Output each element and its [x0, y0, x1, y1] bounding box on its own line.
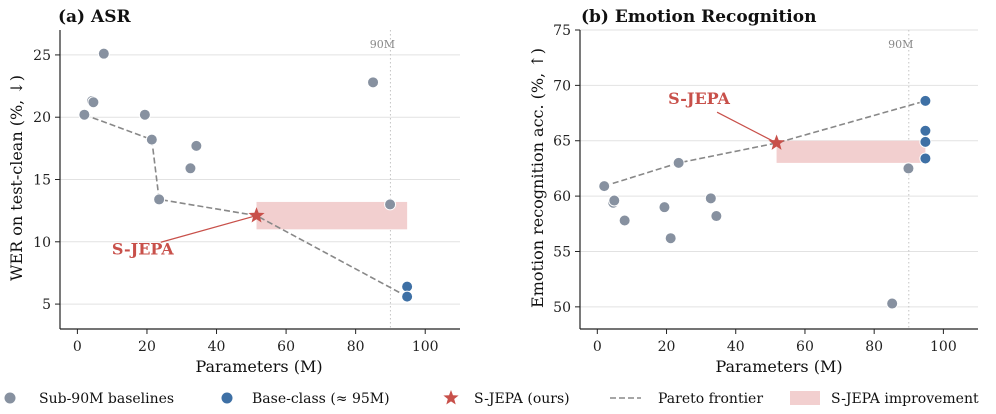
panel-a-baseline-point: [145, 133, 158, 146]
panel-a-annotation-arrow: [160, 215, 257, 243]
panel-a-title: (a) ASR: [58, 7, 131, 27]
panel-a-annotation-label: S-JEPA: [112, 239, 174, 258]
panel-b-x-label: Parameters (M): [715, 357, 842, 376]
panel-a-improvement-band: [256, 201, 408, 230]
panel-b-sjepa-star: [768, 134, 785, 150]
legend: Sub-90M baselines Base-class (≈ 95M) S-J…: [4, 390, 979, 407]
legend-improvement-marker: [790, 391, 820, 405]
panel-asr: (a) ASR WER on test-clean (%, ↓) Paramet…: [7, 7, 460, 376]
legend-sjepa-marker: [443, 390, 459, 405]
panel-b-baseline-point: [664, 232, 677, 245]
panel-a-baseline-point: [138, 108, 151, 121]
panel-a-y-tick-label: 5: [42, 297, 51, 313]
legend-sjepa-label: S-JEPA (ours): [474, 391, 570, 407]
panel-b-baseline-point: [618, 214, 631, 227]
panel-b-annotation-label: S-JEPA: [668, 89, 730, 108]
panel-a-y-tick-label: 10: [33, 235, 51, 251]
panel-a-base-class-point: [401, 290, 414, 303]
panel-b-y-label: Emotion recognition acc. (%, ↑): [528, 48, 547, 308]
panel-a-base-class-point: [401, 280, 414, 293]
panel-b-plot: 50 55 60 65 70 75 0 20 40 60 80 100 90M S-JEPA: [553, 23, 978, 355]
panel-a-baseline-point: [184, 162, 197, 175]
panel-a-x-tick-label: 20: [138, 339, 156, 355]
panel-b-baseline-point: [608, 194, 621, 207]
panel-b-x-tick-label: 40: [727, 339, 745, 355]
legend-sub90-marker: [4, 392, 16, 404]
legend-improvement-label: S-JEPA improvement: [831, 391, 979, 407]
panel-a-baseline-point: [97, 47, 110, 60]
panel-a-pareto-line: [84, 113, 408, 298]
panel-a-y-label: WER on test-clean (%, ↓): [7, 75, 26, 281]
panel-a-sjepa-star: [248, 207, 265, 223]
panel-a-baseline-point: [367, 76, 380, 89]
panel-b-y-tick-label: 70: [553, 78, 571, 94]
panel-b-pareto-line: [603, 100, 926, 187]
panel-a-y-tick-label: 25: [33, 48, 51, 64]
panel-b-y-tick-label: 60: [553, 189, 571, 205]
panel-a-x-tick-label: 40: [208, 339, 226, 355]
panel-b-x-tick-label: 100: [930, 339, 957, 355]
panel-b-baseline-point: [672, 156, 685, 169]
panel-a-baseline-point: [190, 139, 203, 152]
panel-b-baseline-point: [902, 162, 915, 175]
legend-sub90-label: Sub-90M baselines: [39, 391, 174, 407]
panel-a-y-tick-label: 15: [33, 173, 51, 189]
legend-pareto-label: Pareto frontier: [658, 391, 763, 407]
legend-base-class-marker: [221, 392, 233, 404]
panel-b-baseline-point: [598, 180, 611, 193]
panel-b-y-tick-label: 50: [553, 300, 571, 316]
panel-a-baseline-point: [384, 198, 397, 211]
panel-emotion: (b) Emotion Recognition Emotion recognit…: [528, 7, 978, 376]
panel-b-baseline-point: [658, 201, 671, 214]
panel-b-x-tick-label: 60: [796, 339, 814, 355]
panel-b-improvement-band: [776, 140, 926, 163]
panel-a-baseline-point: [153, 193, 166, 206]
panel-a-x-tick-label: 0: [73, 339, 82, 355]
panel-a-x-tick-label: 80: [347, 339, 365, 355]
panel-b-y-tick-label: 55: [553, 244, 571, 260]
panel-a-90m-label: 90M: [370, 38, 395, 51]
panel-b-x-tick-label: 0: [593, 339, 602, 355]
panel-b-base-class-point: [919, 152, 932, 165]
panel-b-baseline-point: [886, 297, 899, 310]
panel-b-base-class-point: [919, 124, 932, 137]
panel-b-baseline-point: [704, 192, 717, 205]
panel-b-base-class-point: [919, 135, 932, 148]
panel-a-x-tick-label: 60: [277, 339, 295, 355]
panel-b-x-tick-label: 20: [658, 339, 676, 355]
panel-a-baseline-point: [87, 96, 100, 109]
panel-a-baseline-point: [78, 108, 91, 121]
panel-b-y-tick-label: 65: [553, 134, 571, 150]
panel-a-y-tick-label: 20: [33, 110, 51, 126]
panel-b-90m-label: 90M: [888, 38, 913, 51]
panel-b-title: (b) Emotion Recognition: [581, 7, 816, 27]
panel-b-annotation-arrow: [716, 111, 777, 144]
panel-a-x-label: Parameters (M): [195, 357, 322, 376]
panel-b-y-tick-label: 75: [553, 23, 571, 39]
legend-base-class-label: Base-class (≈ 95M): [252, 391, 390, 407]
panel-b-baseline-point: [710, 210, 723, 223]
panel-b-base-class-point: [919, 94, 932, 107]
panel-b-x-tick-label: 80: [865, 339, 883, 355]
panel-a-x-tick-label: 100: [412, 339, 439, 355]
panel-a-plot: 5 10 15 20 25 0 20 40 60 80 100 90M S-JEPA: [33, 30, 460, 355]
